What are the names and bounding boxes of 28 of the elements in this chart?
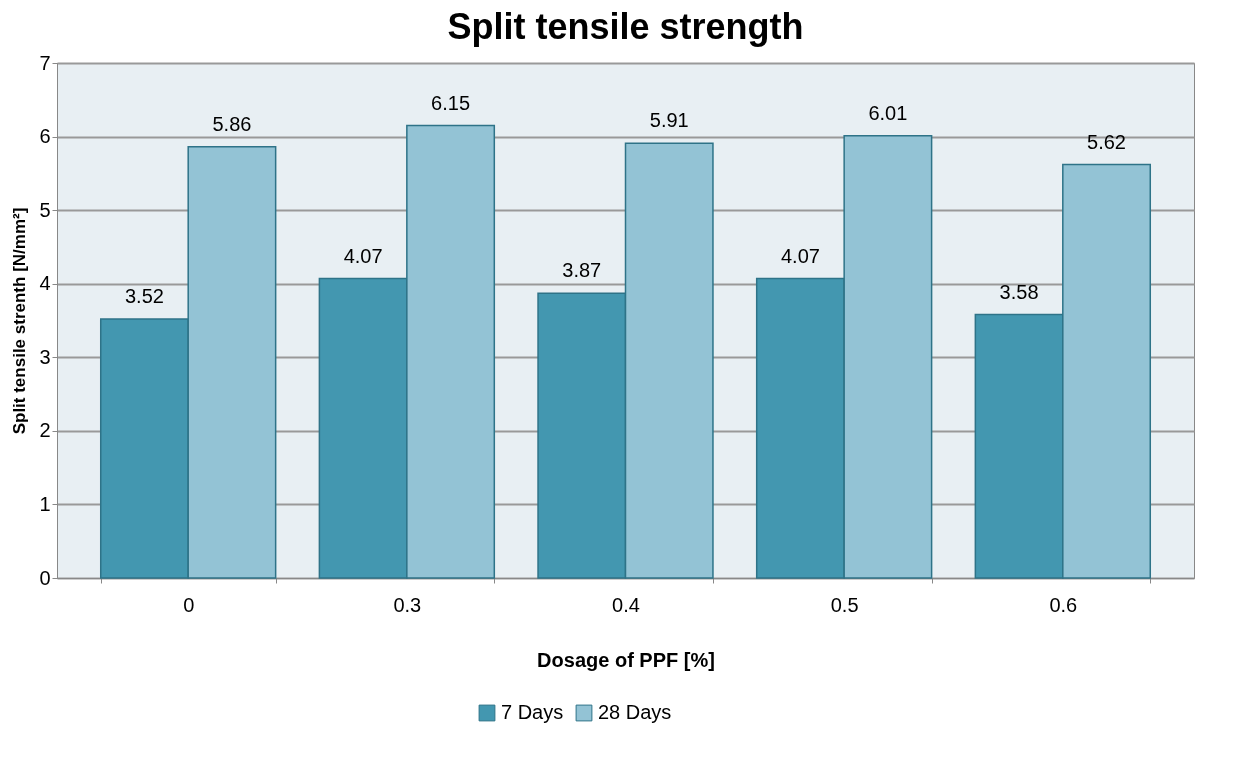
x-tick-label: 0.4 bbox=[612, 593, 640, 616]
y-tick-label: 1 bbox=[39, 492, 51, 515]
legend-label: 28 Days bbox=[598, 701, 672, 723]
y-tick-label: 4 bbox=[39, 272, 51, 295]
x-tick-label: 0.5 bbox=[830, 593, 859, 616]
data-label: 3.58 bbox=[999, 280, 1039, 303]
y-tick-label: 7 bbox=[39, 51, 51, 74]
y-axis-title: Split tensile strenth [N/mm²] bbox=[10, 207, 30, 435]
legend-label: 7 Days bbox=[501, 701, 564, 723]
y-tick-label: 0 bbox=[39, 566, 51, 589]
data-label: 5.62 bbox=[1087, 130, 1127, 153]
data-label: 6.15 bbox=[431, 91, 471, 114]
data-label: 5.86 bbox=[212, 112, 252, 135]
data-label: 4.07 bbox=[780, 244, 820, 267]
chart-title: Split tensile strength bbox=[447, 6, 804, 47]
y-tick-label: 2 bbox=[39, 419, 51, 442]
x-tick-label: 0 bbox=[183, 593, 195, 616]
data-label: 5.91 bbox=[649, 109, 689, 132]
data-label: 6.01 bbox=[868, 101, 908, 124]
y-tick-label: 6 bbox=[39, 125, 51, 148]
y-tick-label: 3 bbox=[39, 345, 51, 368]
data-label: 3.52 bbox=[124, 285, 164, 308]
x-axis-title: Dosage of PPF [%] bbox=[537, 648, 715, 671]
x-tick-label: 0.3 bbox=[393, 593, 422, 616]
y-tick-label: 5 bbox=[39, 198, 51, 221]
data-label: 3.87 bbox=[562, 259, 602, 282]
data-label: 4.07 bbox=[343, 244, 383, 267]
x-tick-label: 0.6 bbox=[1049, 593, 1078, 616]
